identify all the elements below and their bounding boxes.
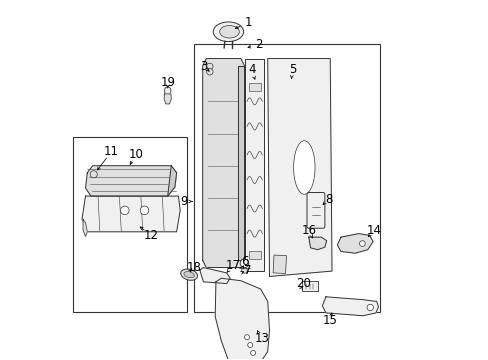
Polygon shape: [322, 297, 378, 316]
Polygon shape: [164, 94, 171, 104]
Bar: [248, 83, 260, 91]
Circle shape: [359, 241, 365, 247]
Text: 13: 13: [254, 333, 268, 346]
Text: 5: 5: [288, 63, 296, 76]
Polygon shape: [203, 59, 244, 267]
Polygon shape: [215, 278, 269, 360]
Ellipse shape: [293, 141, 314, 194]
Polygon shape: [267, 59, 331, 276]
Polygon shape: [167, 166, 176, 196]
Circle shape: [241, 267, 247, 273]
Text: 1: 1: [244, 16, 251, 29]
Polygon shape: [308, 237, 326, 249]
Text: 19: 19: [160, 76, 175, 89]
Text: 10: 10: [128, 148, 143, 161]
Ellipse shape: [213, 22, 243, 41]
Bar: [73, 137, 187, 312]
Text: 18: 18: [187, 261, 202, 274]
Text: 16: 16: [301, 224, 316, 237]
Text: 11: 11: [104, 145, 119, 158]
Polygon shape: [83, 219, 87, 237]
Circle shape: [247, 342, 252, 347]
Circle shape: [250, 350, 255, 355]
Text: 4: 4: [247, 63, 255, 76]
Polygon shape: [244, 59, 264, 271]
Ellipse shape: [164, 87, 171, 95]
Bar: [272, 255, 286, 274]
FancyBboxPatch shape: [306, 193, 324, 228]
Bar: [248, 251, 260, 259]
Text: 12: 12: [143, 229, 158, 242]
Circle shape: [90, 171, 97, 178]
Circle shape: [206, 63, 213, 69]
Text: 15: 15: [322, 314, 337, 327]
Polygon shape: [85, 166, 176, 196]
Polygon shape: [337, 234, 372, 253]
Text: 14: 14: [366, 224, 381, 237]
Polygon shape: [238, 66, 244, 260]
Text: 6: 6: [241, 255, 248, 268]
Text: 7: 7: [244, 264, 251, 276]
Circle shape: [244, 335, 249, 340]
Text: 17: 17: [225, 258, 240, 271]
Text: 8: 8: [324, 193, 331, 206]
Text: 9: 9: [180, 195, 187, 208]
Circle shape: [366, 304, 373, 311]
Circle shape: [206, 68, 213, 75]
Ellipse shape: [219, 26, 239, 38]
Ellipse shape: [183, 271, 194, 278]
Ellipse shape: [181, 269, 197, 280]
Text: 3: 3: [200, 60, 207, 73]
FancyBboxPatch shape: [302, 281, 317, 291]
Text: 20: 20: [295, 277, 310, 290]
Polygon shape: [200, 267, 230, 284]
Bar: [194, 44, 380, 312]
Circle shape: [121, 206, 129, 215]
Circle shape: [140, 206, 148, 215]
Text: 2: 2: [255, 38, 262, 51]
Circle shape: [240, 259, 248, 267]
Polygon shape: [82, 196, 180, 232]
